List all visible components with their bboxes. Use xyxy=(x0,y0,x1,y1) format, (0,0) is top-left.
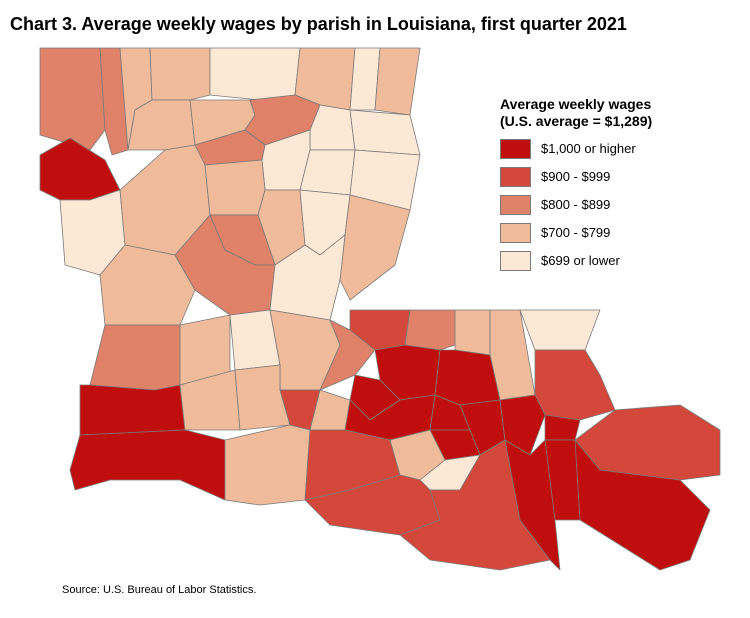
map-legend: Average weekly wages (U.S. average = $1,… xyxy=(500,96,652,279)
chart-title: Chart 3. Average weekly wages by parish … xyxy=(10,14,627,34)
parish-st-helena xyxy=(454,309,491,356)
parish-union xyxy=(209,47,301,101)
source-note: Source: U.S. Bureau of Labor Statistics. xyxy=(62,584,257,596)
parish-vermilion xyxy=(224,424,311,506)
legend-item: $699 or lower xyxy=(500,251,652,279)
legend-label: $699 or lower xyxy=(541,253,620,268)
legend-swatch xyxy=(500,223,531,243)
legend-item: $700 - $799 xyxy=(500,223,652,251)
parish-st-tammany xyxy=(534,349,616,421)
parish-beauregard xyxy=(89,324,181,391)
legend-swatch xyxy=(500,167,531,187)
parish-washington xyxy=(519,309,601,351)
parish-concordia xyxy=(339,194,411,301)
legend-title: Average weekly wages xyxy=(500,96,652,112)
legend-label: $700 - $799 xyxy=(541,225,611,240)
parish-livingston xyxy=(434,349,501,406)
parish-east-feliciana xyxy=(404,309,456,351)
parish-st-charles xyxy=(499,394,546,456)
legend-swatch xyxy=(500,195,531,215)
legend-item: $1,000 or higher xyxy=(500,139,652,167)
legend-item: $800 - $899 xyxy=(500,195,652,223)
parish-plaquemines xyxy=(574,439,711,571)
legend-swatch xyxy=(500,251,531,271)
parish-east-carroll xyxy=(374,47,421,116)
parish-madison xyxy=(349,109,421,156)
parish-claiborne xyxy=(149,47,211,101)
legend-label: $1,000 or higher xyxy=(541,141,636,156)
legend-item: $900 - $999 xyxy=(500,167,652,195)
legend-items: $1,000 or higher $900 - $999 $800 - $899… xyxy=(500,139,652,279)
parish-cameron xyxy=(69,429,226,501)
parish-desoto xyxy=(39,137,121,201)
parish-franklin xyxy=(299,149,356,196)
legend-subtitle: (U.S. average = $1,289) xyxy=(500,113,653,129)
parish-winn xyxy=(204,159,266,216)
legend-swatch xyxy=(500,139,531,159)
legend-label: $800 - $899 xyxy=(541,197,611,212)
parish-bossier xyxy=(99,47,129,156)
parish-caddo xyxy=(39,47,106,151)
legend-label: $900 - $999 xyxy=(541,169,611,184)
parish-calcasieu xyxy=(79,384,186,436)
